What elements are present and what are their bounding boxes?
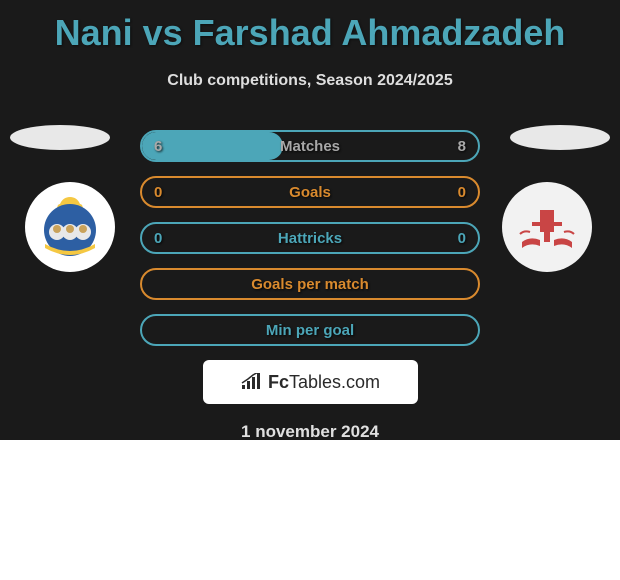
stat-left-value: 6 — [154, 138, 162, 155]
team-badge-right — [502, 182, 592, 272]
flag-left-icon — [10, 125, 110, 150]
stat-label: Matches — [280, 138, 340, 155]
stat-right-value: 0 — [458, 230, 466, 247]
logo-text: FcTables.com — [268, 372, 380, 393]
team-badge-left — [25, 182, 115, 272]
stat-label: Hattricks — [278, 230, 342, 247]
flag-right-icon — [510, 125, 610, 150]
stats-container: 6 Matches 8 0 Goals 0 0 Hattricks 0 Goal… — [140, 130, 480, 346]
badge-left-icon — [35, 192, 105, 262]
subtitle: Club competitions, Season 2024/2025 — [0, 72, 620, 90]
stat-right-value: 8 — [458, 138, 466, 155]
stat-row-hattricks: 0 Hattricks 0 — [140, 222, 480, 254]
stat-row-goals: 0 Goals 0 — [140, 176, 480, 208]
stat-label: Goals — [289, 184, 331, 201]
stat-left-value: 0 — [154, 230, 162, 247]
stat-label: Min per goal — [266, 322, 354, 339]
date-text: 1 november 2024 — [0, 422, 620, 442]
stat-fill — [142, 132, 283, 160]
page-title: Nani vs Farshad Ahmadzadeh — [0, 0, 620, 54]
stat-row-matches: 6 Matches 8 — [140, 130, 480, 162]
badge-right-icon — [512, 192, 582, 262]
stat-label: Goals per match — [251, 276, 369, 293]
stat-row-gpm: Goals per match — [140, 268, 480, 300]
fctables-logo[interactable]: FcTables.com — [203, 360, 418, 404]
chart-icon — [240, 373, 262, 391]
stat-row-mpg: Min per goal — [140, 314, 480, 346]
stat-left-value: 0 — [154, 184, 162, 201]
stat-right-value: 0 — [458, 184, 466, 201]
